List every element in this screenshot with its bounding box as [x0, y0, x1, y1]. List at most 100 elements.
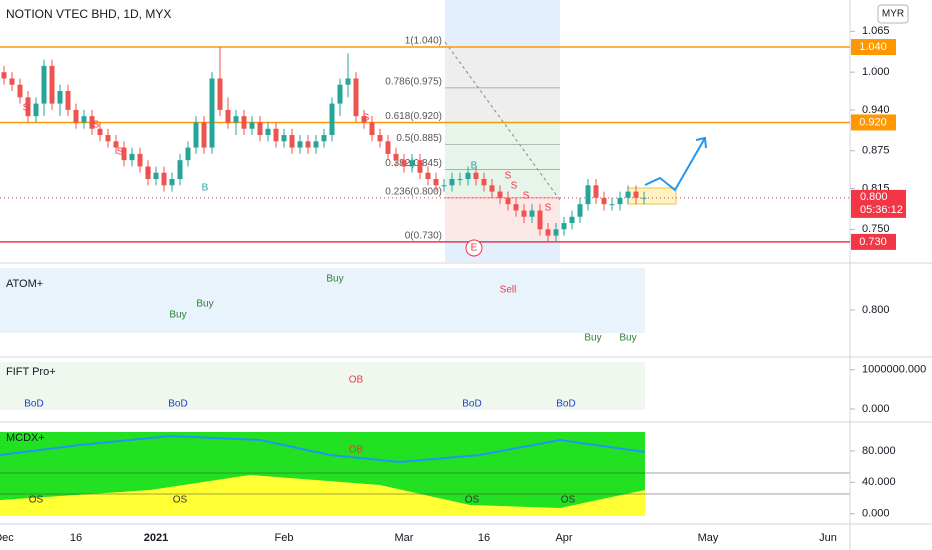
- projection-arrow: [644, 137, 706, 192]
- mcdx-line: [0, 434, 646, 464]
- fib-label: 0.5(0.885): [396, 133, 442, 144]
- signal-label: Buy: [326, 274, 343, 285]
- candle-body: [385, 141, 391, 154]
- level-label: 1.040: [859, 41, 887, 53]
- candle-body: [185, 147, 191, 161]
- candle-body: [617, 197, 623, 205]
- currency-badge[interactable]: [877, 4, 909, 24]
- level-label: 0.920: [859, 116, 887, 128]
- candle-body: [145, 166, 151, 180]
- candle-body: [81, 116, 87, 123]
- x-tick-label: 2021: [144, 532, 168, 544]
- level-badge: [851, 233, 896, 250]
- x-tick-label: Apr: [555, 532, 572, 544]
- y-tick-label: 40.000: [862, 476, 896, 488]
- annotation: S: [505, 171, 512, 182]
- signal-label: BoD: [24, 399, 43, 410]
- y-tick-label: 0.000: [862, 508, 890, 520]
- annotation: S: [23, 103, 30, 114]
- candle-body: [73, 109, 79, 123]
- candle-body: [121, 147, 127, 161]
- annotation: B: [202, 183, 209, 194]
- candle-body: [89, 116, 95, 129]
- mcdx-area: [0, 475, 645, 516]
- candle-body: [305, 141, 311, 148]
- candle-body: [393, 153, 399, 161]
- fib-label: 0(0.730): [405, 231, 442, 242]
- level-label: 0.730: [859, 236, 887, 248]
- candle-body: [601, 197, 607, 205]
- y-tick-label: 0.875: [862, 145, 890, 157]
- last-price-badge: [851, 189, 906, 218]
- y-tick-label: 80.000: [862, 445, 896, 457]
- candle-body: [417, 160, 423, 173]
- candle-body: [505, 197, 511, 205]
- candle-body: [265, 128, 271, 136]
- fib-label: 1(1.040): [405, 36, 442, 47]
- candle-body: [409, 160, 415, 167]
- candle-body: [9, 78, 15, 85]
- candle-body: [465, 172, 471, 180]
- y-tick-label: 1.065: [862, 25, 890, 37]
- candle-body: [169, 179, 175, 186]
- candle-body: [473, 172, 479, 180]
- candle-body: [369, 122, 375, 136]
- annotation: E: [471, 243, 478, 254]
- x-tick-label: 16: [478, 532, 490, 544]
- y-tick-label: 0.000: [862, 403, 890, 415]
- candle-body: [641, 197, 647, 199]
- candle-body: [441, 185, 447, 187]
- signal-label: Buy: [196, 299, 213, 310]
- candle-body: [489, 185, 495, 192]
- candle-body: [625, 191, 631, 198]
- x-tick-label: Jun: [819, 532, 837, 544]
- candle-body: [97, 128, 103, 136]
- candle-body: [321, 135, 327, 142]
- signal-label: OS: [173, 495, 188, 506]
- y-tick-label: 1.000: [862, 66, 890, 78]
- currency[interactable]: MYR: [882, 9, 904, 20]
- signal-label: OB: [349, 445, 364, 456]
- candle-body: [553, 229, 559, 236]
- level-badge: [851, 114, 896, 131]
- annotation: S: [145, 167, 152, 178]
- candle-body: [569, 216, 575, 224]
- signal-label: Buy: [169, 310, 186, 321]
- fib-label: 0.618(0.920): [385, 111, 442, 122]
- candle-body: [177, 160, 183, 180]
- candle-body: [329, 103, 335, 136]
- candle-body: [161, 172, 167, 186]
- fib-zone: [445, 196, 560, 240]
- fib-zone: [445, 120, 560, 196]
- atom-band: [0, 268, 645, 333]
- candle-body: [457, 179, 463, 181]
- candle-body: [25, 97, 31, 117]
- pane-name: MCDX+: [6, 432, 45, 444]
- candle-body: [33, 103, 39, 117]
- fib-label: 0.786(0.975): [385, 77, 442, 88]
- x-tick-label: Dec: [0, 532, 14, 544]
- signal-label: BoD: [168, 399, 187, 410]
- candle-body: [65, 91, 71, 110]
- y-tick-label: 1000000.000: [862, 364, 926, 376]
- candle-body: [545, 229, 551, 236]
- candle-body: [497, 191, 503, 198]
- trend-line: [444, 41, 561, 201]
- signal-label: OS: [29, 495, 44, 506]
- candle-body: [481, 179, 487, 186]
- candle-body: [217, 78, 223, 110]
- signal-label: BoD: [462, 399, 481, 410]
- y-tick-label: 0.800: [862, 304, 890, 316]
- candle-body: [585, 185, 591, 205]
- candle-body: [281, 135, 287, 142]
- pane-name: ATOM+: [6, 278, 43, 290]
- projection-arrowhead: [695, 136, 707, 149]
- signal-label: OB: [349, 375, 364, 386]
- candle-body: [113, 141, 119, 148]
- candle-body: [105, 135, 111, 142]
- candle-body: [249, 122, 255, 129]
- candle-body: [345, 78, 351, 85]
- candle-body: [233, 116, 239, 123]
